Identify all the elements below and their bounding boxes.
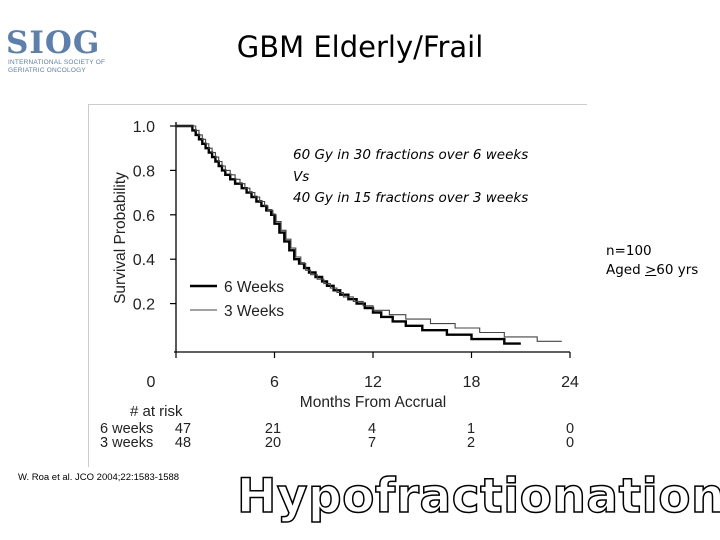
y-tick-label: 0.8 bbox=[133, 163, 155, 180]
risk-count: 20 bbox=[265, 435, 281, 451]
x-tick-label: 0 bbox=[147, 374, 156, 391]
risk-count: 47 bbox=[175, 421, 191, 437]
x-tick-label: 24 bbox=[561, 374, 579, 391]
siog-logo: SIOG INTERNATIONAL SOCIETY OF GERIATRIC … bbox=[6, 26, 116, 90]
age-suffix: 60 yrs bbox=[656, 262, 699, 278]
footer-word: Hypofractionation bbox=[236, 468, 720, 525]
risk-count: 0 bbox=[566, 421, 574, 437]
plot-frame bbox=[88, 104, 587, 467]
x-tick-label: 12 bbox=[364, 374, 382, 391]
treatment-annotation: 60 Gy in 30 fractions over 6 weeks Vs 40… bbox=[293, 145, 528, 210]
risk-row-label: 3 weeks bbox=[100, 435, 153, 451]
x-tick-label: 6 bbox=[270, 374, 279, 391]
y-tick-label: 1.0 bbox=[133, 119, 155, 136]
age-symbol: > bbox=[644, 262, 657, 278]
risk-count: 7 bbox=[368, 435, 376, 451]
risk-table-header: # at risk bbox=[130, 403, 183, 420]
y-tick-label: 0.6 bbox=[133, 208, 155, 225]
y-tick-label: 0.2 bbox=[133, 297, 155, 314]
citation: W. Roa et al. JCO 2004;22:1583-1588 bbox=[18, 472, 180, 483]
sample-size: n=100 bbox=[606, 243, 652, 259]
risk-count: 21 bbox=[265, 421, 281, 437]
survival-curve-2 bbox=[176, 125, 562, 342]
annotation-line-2: Vs bbox=[293, 168, 310, 185]
risk-count: 4 bbox=[368, 421, 376, 437]
y-tick-label: 0.4 bbox=[133, 252, 155, 269]
logo-text: SIOG bbox=[6, 25, 101, 61]
risk-count: 0 bbox=[566, 435, 574, 451]
x-axis-title: Months From Accrual bbox=[300, 394, 446, 411]
risk-count: 48 bbox=[175, 435, 191, 451]
legend-label: 6 Weeks bbox=[224, 279, 284, 296]
risk-row-label: 6 weeks bbox=[100, 421, 153, 437]
y-axis-title: Survival Probability bbox=[112, 172, 129, 304]
age-criterion: Aged >60 yrs bbox=[606, 261, 698, 280]
annotation-line-1: 60 Gy in 30 fractions over 6 weeks bbox=[293, 147, 529, 163]
logo-subtitle: INTERNATIONAL SOCIETY OF GERIATRIC ONCOL… bbox=[8, 59, 106, 74]
annotation-line-3: 40 Gy in 15 fractions over 3 weeks bbox=[293, 190, 529, 206]
study-size-note: n=100 Aged >60 yrs bbox=[606, 242, 698, 280]
slide-title: GBM Elderly/Frail bbox=[236, 30, 484, 64]
risk-count: 2 bbox=[467, 435, 475, 451]
legend-label: 3 Weeks bbox=[224, 303, 284, 320]
age-prefix: Aged bbox=[606, 262, 645, 278]
risk-count: 1 bbox=[467, 421, 475, 437]
survival-curve-1 bbox=[176, 124, 521, 345]
x-tick-label: 18 bbox=[463, 374, 481, 391]
